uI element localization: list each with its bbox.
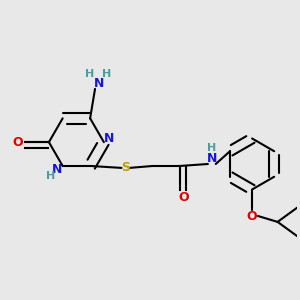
Text: N: N [94, 77, 104, 91]
Text: H: H [102, 69, 111, 79]
Text: O: O [178, 191, 189, 204]
Text: H: H [85, 69, 94, 79]
Text: H: H [46, 171, 56, 181]
Text: H: H [207, 143, 217, 153]
Text: S: S [121, 161, 130, 174]
Text: N: N [207, 152, 217, 165]
Text: N: N [52, 164, 62, 176]
Text: N: N [103, 132, 114, 145]
Text: O: O [247, 209, 257, 223]
Text: O: O [12, 136, 23, 148]
